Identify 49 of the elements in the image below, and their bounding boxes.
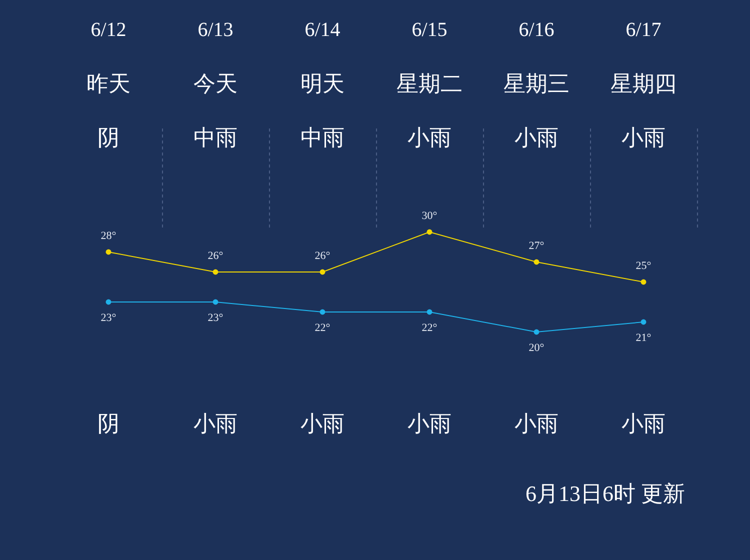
x-tick-label: 6/15 — [412, 19, 448, 41]
x-tick-label: 6/13 — [198, 19, 234, 41]
point — [640, 319, 646, 325]
text: 阴 — [98, 411, 120, 436]
x-tick-label: 6/17 — [626, 19, 662, 41]
point — [212, 299, 218, 305]
point — [106, 249, 112, 255]
data-label: 30° — [422, 210, 438, 222]
data-label: 22° — [314, 322, 330, 334]
x-tick-label: 6/14 — [304, 19, 340, 41]
x-tick-label: 6/16 — [518, 19, 554, 41]
point — [534, 259, 540, 265]
text: 中雨 — [300, 125, 344, 150]
text: 明天 — [300, 71, 344, 96]
text: 小雨 — [622, 411, 666, 436]
data-label: 26° — [314, 250, 330, 262]
data-label: 27° — [528, 240, 544, 252]
point — [106, 299, 112, 305]
text: 小雨 — [408, 411, 452, 436]
data-label: 26° — [208, 250, 224, 262]
text: 星期四 — [610, 71, 676, 96]
data-label: 20° — [528, 342, 544, 354]
point — [320, 269, 326, 275]
text: 中雨 — [194, 125, 238, 150]
text: 今天 — [194, 71, 238, 96]
text: 小雨 — [408, 125, 452, 150]
text: 6月13日6时 更新 — [526, 481, 685, 506]
text: 小雨 — [514, 411, 558, 436]
point — [426, 309, 432, 315]
text: 小雨 — [622, 125, 666, 150]
point — [212, 269, 218, 275]
text: 小雨 — [514, 125, 558, 150]
data-label: 22° — [422, 322, 438, 334]
point — [320, 309, 326, 315]
text: 星期二 — [396, 71, 462, 96]
x-tick-label: 6/12 — [90, 19, 126, 41]
point — [426, 229, 432, 235]
point — [640, 279, 646, 285]
point — [534, 329, 540, 335]
data-label: 23° — [100, 312, 116, 324]
text: 星期三 — [504, 71, 570, 96]
data-label: 28° — [100, 230, 116, 242]
text: 阴 — [98, 125, 120, 150]
text: 小雨 — [194, 411, 238, 436]
data-label: 23° — [208, 312, 224, 324]
data-label: 25° — [636, 260, 652, 272]
data-label: 21° — [636, 332, 652, 344]
text: 昨天 — [86, 71, 130, 96]
text: 小雨 — [300, 411, 344, 436]
